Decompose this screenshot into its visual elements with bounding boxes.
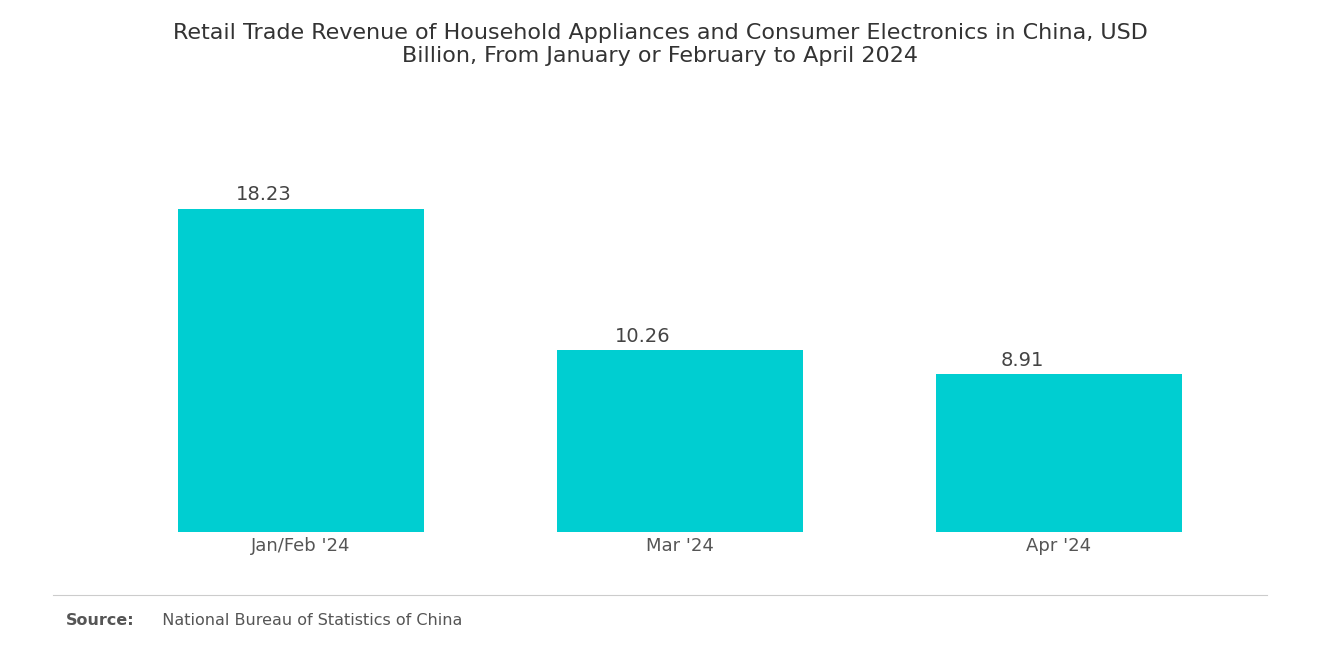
Bar (557, 350, 803, 532)
Text: 10.26: 10.26 (615, 327, 671, 346)
Bar (178, 209, 424, 532)
Bar (936, 374, 1181, 532)
Text: 18.23: 18.23 (236, 186, 292, 204)
Text: Source:: Source: (66, 613, 135, 628)
Text: 8.91: 8.91 (1001, 350, 1044, 370)
Text: National Bureau of Statistics of China: National Bureau of Statistics of China (152, 613, 462, 628)
Text: Retail Trade Revenue of Household Appliances and Consumer Electronics in China, : Retail Trade Revenue of Household Applia… (173, 23, 1147, 66)
